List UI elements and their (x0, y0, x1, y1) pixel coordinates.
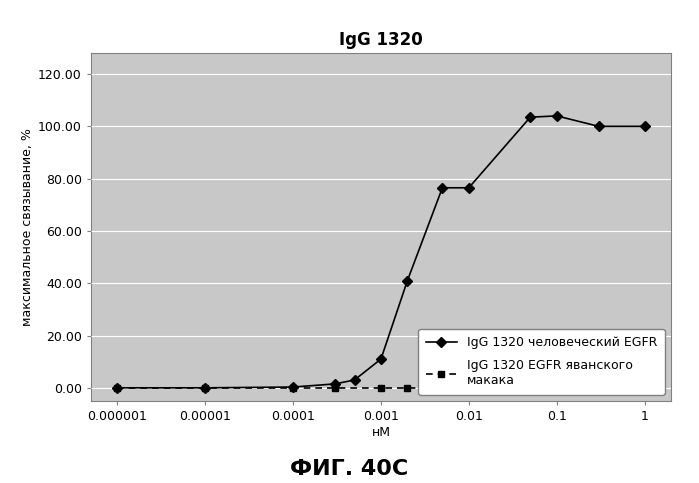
IgG 1320 EGFR яванского
макака (377, 385, 385, 391)
Line: IgG 1320 EGFR яванского
макака: IgG 1320 EGFR яванского макака (114, 384, 648, 391)
IgG 1320 EGFR яванского
макака (640, 385, 649, 391)
IgG 1320 EGFR яванского
макака (594, 385, 603, 391)
Legend: IgG 1320 человеческий EGFR, IgG 1320 EGFR яванского
макака: IgG 1320 человеческий EGFR, IgG 1320 EGF… (418, 328, 665, 395)
IgG 1320 человеческий EGFR (526, 114, 535, 120)
IgG 1320 человеческий EGFR (640, 124, 649, 129)
IgG 1320 человеческий EGFR (594, 124, 603, 129)
IgG 1320 человеческий EGFR (403, 278, 412, 284)
IgG 1320 EGFR яванского
макака (289, 385, 297, 391)
Title: IgG 1320: IgG 1320 (339, 31, 423, 49)
IgG 1320 EGFR яванского
макака (465, 385, 473, 391)
IgG 1320 EGFR яванского
макака (526, 385, 535, 391)
IgG 1320 человеческий EGFR (201, 385, 210, 391)
IgG 1320 человеческий EGFR (289, 384, 297, 390)
IgG 1320 EGFR яванского
макака (403, 385, 412, 391)
Line: IgG 1320 человеческий EGFR: IgG 1320 человеческий EGFR (114, 113, 648, 391)
IgG 1320 человеческий EGFR (350, 377, 359, 383)
IgG 1320 человеческий EGFR (438, 185, 447, 191)
IgG 1320 человеческий EGFR (552, 113, 561, 119)
IgG 1320 человеческий EGFR (113, 385, 122, 391)
IgG 1320 человеческий EGFR (377, 356, 385, 362)
Y-axis label: максимальное связывание, %: максимальное связывание, % (21, 128, 34, 326)
Bar (91, 53, 671, 401)
IgG 1320 EGFR яванского
макака (113, 385, 122, 391)
IgG 1320 EGFR яванского
макака (331, 385, 339, 391)
X-axis label: нМ: нМ (371, 426, 391, 439)
IgG 1320 EGFR яванского
макака (201, 385, 210, 391)
Text: ФИГ. 40С: ФИГ. 40С (290, 458, 409, 479)
IgG 1320 человеческий EGFR (465, 185, 473, 191)
IgG 1320 человеческий EGFR (331, 381, 339, 387)
IgG 1320 EGFR яванского
макака (552, 385, 561, 391)
